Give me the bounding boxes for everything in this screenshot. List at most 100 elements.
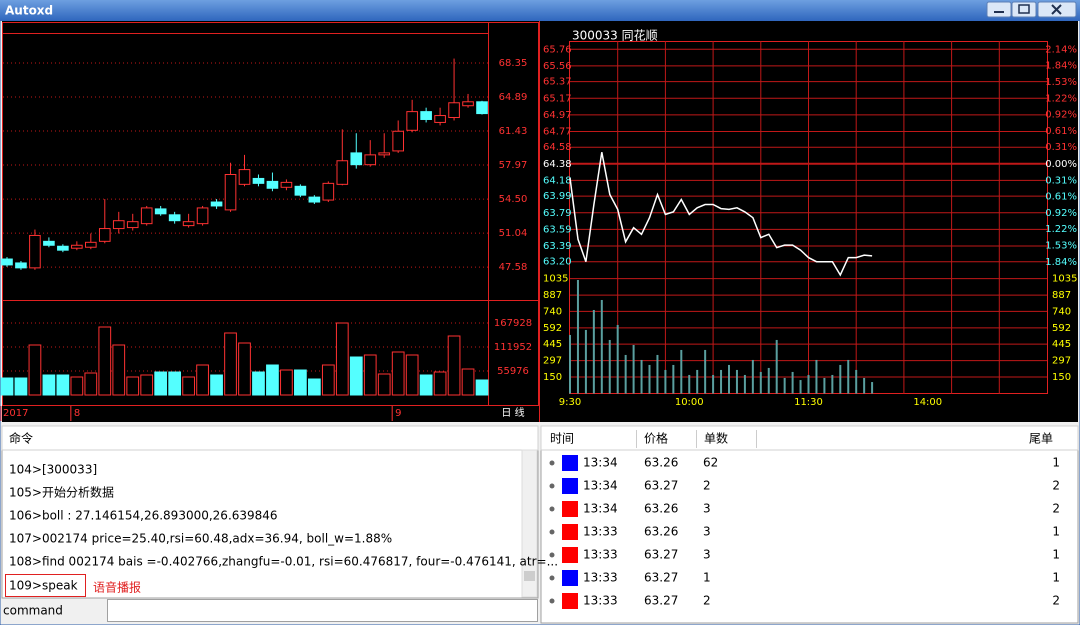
volume-bar	[238, 342, 251, 396]
volume-bar	[640, 359, 643, 394]
y2-tick-label: 0.31%	[1045, 175, 1077, 186]
maximize-button[interactable]	[1011, 1, 1037, 18]
volume-tick-label: 445	[543, 339, 562, 350]
scrollbar[interactable]	[521, 449, 538, 598]
volume-bar	[70, 376, 84, 396]
y2-tick-label: 1.22%	[1045, 94, 1077, 105]
y-tick-label: 65.56	[543, 61, 572, 72]
column-header: 尾单	[1029, 432, 1053, 446]
volume-bar	[648, 364, 651, 394]
y2-tick-label: 1.84%	[1045, 61, 1077, 72]
candle-body	[196, 207, 209, 225]
volume-bar	[632, 344, 635, 394]
candle-body	[406, 111, 418, 131]
side-marker	[562, 547, 578, 563]
intraday-title: 300033 同花顺	[572, 28, 658, 43]
volume-tick-label: 111952	[494, 342, 532, 353]
y-tick-label: 63.20	[543, 257, 572, 268]
side-marker	[562, 593, 578, 609]
volume-bar	[28, 344, 42, 396]
trade-count: 2	[703, 594, 711, 608]
side-marker	[562, 501, 578, 517]
command-line: 105>开始分析数据	[9, 485, 114, 500]
y-tick-label: 57.97	[499, 160, 528, 171]
volume-bar	[182, 376, 195, 396]
volume-bar	[743, 374, 746, 394]
volume-bar	[688, 374, 691, 394]
y-tick-label: 64.18	[543, 175, 572, 186]
volume-bar	[307, 378, 321, 396]
candle-body	[210, 201, 223, 207]
side-marker	[562, 455, 578, 471]
side-marker	[562, 524, 578, 540]
command-line: 108>find 002174 bais =-0.402766,zhangfu=…	[9, 555, 558, 569]
volume-bar	[823, 377, 826, 394]
y-tick-label: 64.58	[543, 142, 572, 153]
candle-body	[98, 228, 111, 242]
volume-bar	[664, 369, 667, 394]
candle-body	[364, 154, 377, 166]
y2-tick-label: 0.31%	[1045, 142, 1077, 153]
y2-tick-label: 2.14%	[1045, 45, 1077, 56]
volume-tick-label: 592	[543, 323, 562, 334]
volume-bar	[704, 349, 707, 394]
candle-body	[57, 245, 69, 251]
x-tick-label: 9:30	[559, 397, 581, 408]
volume-bar	[767, 367, 770, 394]
candle-body	[43, 240, 55, 246]
command-header	[1, 425, 539, 451]
volume-bar	[712, 374, 715, 394]
volume-bar	[461, 368, 475, 396]
volume-bar	[569, 334, 571, 394]
trade-price: 63.26	[644, 525, 678, 539]
title-bar	[0, 0, 1080, 21]
volume-bar	[280, 369, 293, 396]
y-tick-label: 64.89	[499, 92, 528, 103]
candle-body	[294, 185, 307, 196]
command-header-text: 命令	[9, 431, 33, 446]
command-pane	[1, 425, 539, 599]
row-bullet	[549, 598, 555, 604]
volume-tick-label: 1035	[1052, 274, 1077, 285]
close-icon	[1051, 4, 1062, 15]
volume-bar	[154, 371, 168, 396]
minimize-button[interactable]	[986, 1, 1012, 18]
volume-bar	[405, 354, 419, 396]
candle-body	[448, 102, 460, 119]
trade-time: 13:33	[583, 571, 618, 585]
volume-bar	[807, 374, 810, 394]
scrollbar-thumb[interactable]	[524, 571, 535, 581]
volume-bar	[815, 359, 818, 394]
y-tick-label: 54.50	[499, 194, 528, 205]
volume-bar	[608, 339, 611, 394]
volume-bar	[783, 377, 786, 394]
volume-bar	[433, 371, 447, 396]
volume-bar	[56, 374, 70, 396]
trade-tail: 2	[1052, 479, 1060, 493]
command-line: 104>[300033]	[9, 463, 97, 477]
candle-body	[462, 101, 474, 107]
maximize-icon	[1018, 4, 1030, 14]
volume-bar	[475, 379, 489, 396]
trade-tail: 1	[1052, 525, 1060, 539]
trade-price: 63.27	[644, 479, 678, 493]
volume-tick-label: 887	[543, 290, 562, 301]
volume-bar	[592, 309, 595, 394]
trade-price: 63.27	[644, 571, 678, 585]
trade-count: 62	[703, 456, 718, 470]
volume-bar	[112, 344, 126, 396]
period-label: 日 线	[501, 406, 524, 419]
volume-bar	[584, 329, 587, 394]
volume-bar	[735, 369, 738, 394]
volume-bar	[728, 364, 730, 394]
volume-bar	[775, 339, 778, 394]
candle-body	[224, 174, 237, 211]
row-bullet	[549, 529, 555, 535]
y2-tick-label: 0.92%	[1045, 208, 1077, 219]
volume-bar	[871, 382, 874, 394]
volume-bar	[0, 377, 14, 396]
command-input[interactable]	[107, 599, 538, 622]
volume-bar	[335, 322, 349, 396]
volume-tick-label: 740	[543, 306, 562, 317]
